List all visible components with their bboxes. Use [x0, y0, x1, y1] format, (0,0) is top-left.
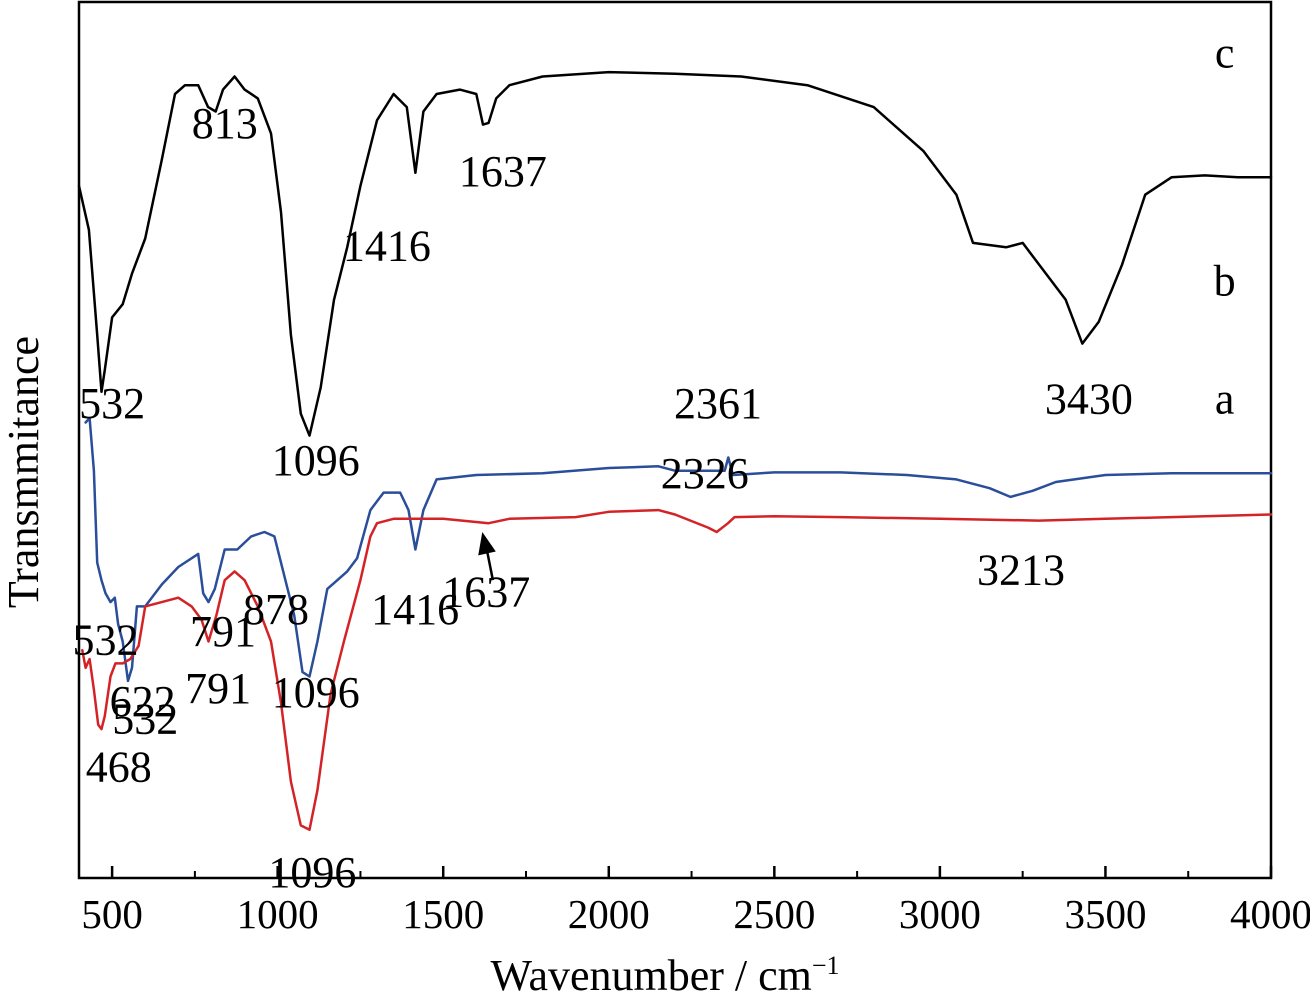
- plot-area-border: [77, 0, 1273, 880]
- peak-label: 813: [192, 99, 258, 148]
- peak-label: 2326: [661, 449, 749, 498]
- x-tick-label: 1000: [237, 891, 319, 937]
- peak-label: 622: [110, 677, 176, 726]
- x-tick-label: 3000: [899, 891, 981, 937]
- x-tick-label: 1500: [402, 891, 484, 937]
- peak-label: 532: [72, 616, 138, 665]
- peak-label: 1096: [272, 668, 360, 717]
- peak-label: 878: [243, 585, 309, 634]
- peak-label: 2361: [674, 379, 762, 428]
- peak-label: 3213: [977, 546, 1065, 595]
- x-axis-title-text: Wavenumber / cm: [490, 951, 811, 1000]
- y-axis-title: Transmmitance: [0, 336, 48, 608]
- series-label-a: a: [1215, 375, 1235, 424]
- peak-label: 1096: [268, 848, 356, 897]
- peak-label: 1416: [343, 221, 431, 270]
- arrow-head: [478, 531, 496, 556]
- peak-label: 1096: [272, 436, 360, 485]
- series-layer: [77, 70, 1273, 832]
- x-tick-label: 500: [81, 891, 143, 937]
- x-tick-label: 2500: [733, 891, 815, 937]
- peak-label: 468: [86, 743, 152, 792]
- peak-label: 791: [190, 607, 256, 656]
- peak-label: 791: [185, 664, 251, 713]
- peak-label: 1416: [371, 585, 459, 634]
- axis-layer: 500 1000 1500 2000 2500 3000 3500 4000: [81, 866, 1310, 937]
- x-tick-label: 3500: [1064, 891, 1146, 937]
- annotation-layer: cba5328131096141616373430236153262279187…: [72, 29, 1235, 897]
- series-line-a: [81, 508, 1273, 832]
- series-line-c: [77, 70, 1273, 437]
- peak-label: 3430: [1045, 375, 1133, 424]
- peak-label: 1637: [459, 147, 547, 196]
- x-axis-title: Wavenumber / cm−1: [490, 951, 839, 1000]
- series-label-b: b: [1214, 256, 1236, 305]
- series-label-c: c: [1215, 29, 1235, 78]
- x-axis-title-superscript: −1: [812, 951, 840, 980]
- peak-label: 532: [112, 694, 178, 743]
- series-line-b: [84, 416, 1273, 683]
- plot-frame: [77, 0, 1273, 880]
- peak-label: 1637: [442, 567, 530, 616]
- x-tick-label: 2000: [568, 891, 650, 937]
- x-tick-label: 4000: [1230, 891, 1310, 937]
- peak-label: 532: [79, 379, 145, 428]
